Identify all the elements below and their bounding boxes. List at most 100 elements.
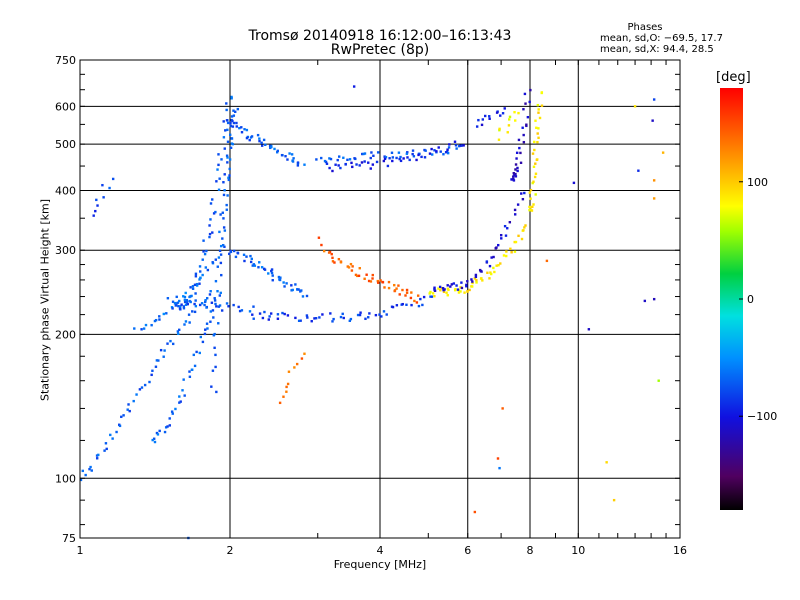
data-point (188, 375, 192, 378)
data-point (222, 226, 226, 229)
data-point (465, 283, 468, 287)
data-point (431, 292, 435, 295)
data-point (128, 409, 131, 413)
data-point (412, 155, 416, 158)
data-point (529, 188, 533, 192)
data-point (225, 108, 228, 112)
y-tick-label: 300 (55, 244, 76, 257)
data-point (363, 277, 366, 280)
data-point (341, 312, 344, 316)
data-point (490, 256, 493, 259)
data-point (250, 135, 254, 138)
data-point (156, 433, 160, 436)
data-point (218, 177, 221, 180)
data-point (286, 158, 289, 161)
data-point (330, 252, 333, 256)
data-point (223, 147, 226, 150)
data-point (171, 412, 174, 415)
data-point (524, 102, 527, 105)
data-point (374, 313, 378, 317)
data-point (439, 150, 442, 153)
data-point (262, 138, 266, 142)
y-tick-label: 400 (55, 184, 76, 197)
data-point (234, 255, 238, 259)
data-point (240, 131, 244, 134)
data-point (429, 295, 432, 298)
data-point (501, 407, 504, 410)
data-point (198, 278, 201, 281)
data-point (214, 279, 218, 283)
data-point (383, 157, 387, 161)
data-point (497, 264, 500, 267)
data-point (301, 295, 305, 298)
data-point (409, 296, 413, 300)
data-point (282, 395, 285, 398)
colorbar-ticks: 100 0 −100 (739, 176, 777, 423)
data-point (103, 449, 106, 452)
data-point (529, 88, 532, 92)
data-point (229, 121, 232, 125)
data-point (328, 157, 331, 160)
data-point (217, 153, 220, 156)
data-point (384, 155, 388, 159)
data-point (213, 299, 217, 302)
data-point (378, 313, 381, 316)
data-point (284, 155, 287, 158)
data-point (532, 203, 535, 206)
data-point (444, 151, 448, 154)
data-point (208, 232, 212, 236)
data-point (232, 303, 235, 307)
data-point (182, 295, 185, 298)
data-point (222, 120, 225, 123)
data-point (505, 250, 508, 253)
data-point (398, 293, 401, 296)
data-point (292, 157, 295, 160)
data-point (158, 429, 161, 433)
data-point (211, 309, 215, 312)
phase-x-stats: mean, sd,X: 94.4, 28.5 (600, 44, 714, 55)
data-point (448, 143, 451, 146)
data-point (209, 218, 212, 221)
data-point (198, 265, 202, 268)
data-point (468, 288, 471, 292)
data-point (410, 303, 413, 307)
data-point (479, 277, 483, 280)
data-point (303, 352, 306, 355)
data-point (474, 275, 478, 279)
data-point (351, 265, 354, 268)
data-point (271, 279, 274, 282)
data-point (522, 108, 525, 111)
data-point (497, 138, 501, 141)
data-point (195, 282, 199, 286)
data-point (204, 299, 207, 302)
data-point (459, 290, 462, 293)
data-point (488, 115, 491, 118)
data-point (273, 147, 276, 151)
data-point (108, 186, 111, 190)
data-point (249, 254, 252, 258)
data-point (415, 301, 419, 304)
data-point (220, 273, 223, 277)
data-point (84, 473, 87, 477)
data-point (150, 323, 153, 327)
data-point (534, 193, 537, 196)
data-point (209, 310, 213, 313)
data-point (358, 267, 361, 270)
data-point (505, 254, 508, 258)
data-point (276, 317, 280, 320)
data-point (331, 256, 334, 260)
data-point (522, 229, 525, 232)
data-point (517, 234, 520, 238)
data-point (214, 365, 217, 369)
x-tick-label: 6 (464, 544, 471, 557)
data-point (334, 163, 337, 166)
data-point (216, 290, 219, 293)
data-point (529, 197, 532, 200)
data-point (79, 478, 83, 482)
data-point (449, 285, 452, 288)
data-point (190, 368, 194, 371)
data-point (375, 160, 379, 164)
data-point (337, 155, 341, 158)
data-point (297, 319, 301, 323)
data-point (331, 260, 335, 263)
